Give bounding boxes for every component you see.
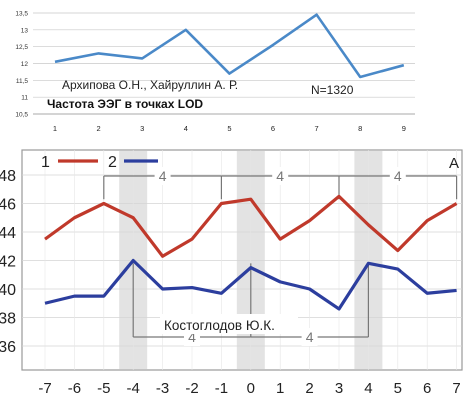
bottom-series-1-line [44, 194, 458, 258]
author-annotation-bottom-bg [160, 314, 298, 334]
author-annotation-bottom: Костоглодов Ю.К. [164, 318, 275, 333]
bottom-y-tick-label: 36 [0, 339, 16, 356]
top-series-line [54, 13, 405, 79]
top-x-tick-label: 5 [227, 124, 231, 133]
bottom-x-tick-label: -5 [97, 380, 110, 397]
bottom-x-tick-label: 1 [276, 380, 284, 397]
top-interval-label: 4 [276, 168, 284, 184]
top-x-tick-label: 6 [271, 124, 275, 133]
top-interval-label-bg [154, 167, 171, 185]
bottom-y-tick-label: 38 [0, 311, 16, 328]
top-interval-label-bg [272, 167, 289, 185]
top-y-tick-label: 12 [21, 61, 29, 68]
bottom-y-tick-label: 42 [0, 254, 16, 271]
bottom-x-tick-label: 7 [452, 380, 460, 397]
bottom-interval-label: 4 [188, 329, 196, 345]
bottom-x-tick-label: 5 [394, 380, 402, 397]
top-y-tick-label: 13 [21, 27, 29, 34]
bottom-x-tick-label: 3 [335, 380, 343, 397]
bottom-y-tick-label: 46 [0, 197, 16, 214]
top-x-tick-label: 7 [315, 124, 319, 133]
bottom-x-tick-label: -2 [185, 380, 198, 397]
top-x-tick-label: 8 [358, 124, 362, 133]
top-x-tick-label: 3 [140, 124, 144, 133]
top-y-tick-label: 11,5 [16, 78, 29, 85]
bottom-series-2-line [44, 258, 457, 311]
bottom-y-tick-label: 48 [0, 168, 16, 185]
bottom-x-tick-label: 2 [305, 380, 313, 397]
top-y-tick-label: 11 [21, 95, 28, 102]
top-x-tick-label: 9 [402, 124, 406, 133]
top-x-tick-label: 4 [184, 124, 188, 133]
bottom-x-tick-label: 6 [423, 380, 431, 397]
bottom-interval-label: 4 [306, 329, 314, 345]
bottom-interval-label-bg [301, 328, 318, 346]
top-y-tick-label: 10,5 [15, 112, 28, 119]
bottom-x-tick-label: -3 [156, 380, 169, 397]
bottom-x-tick-label: 4 [364, 380, 372, 397]
bottom-x-tick-label: -6 [68, 380, 81, 397]
top-interval-label-bg [389, 167, 406, 185]
legend-label-1: 1 [41, 154, 50, 171]
sample-size-annotation: N=1320 [311, 83, 354, 97]
bottom-x-tick-label: -1 [215, 380, 228, 397]
top-x-tick-label: 1 [53, 124, 57, 133]
legend-label-2: 2 [108, 154, 117, 171]
top-interval-label: 4 [159, 168, 167, 184]
top-y-tick-label: 13,5 [15, 11, 28, 18]
bottom-y-tick-label: 44 [0, 225, 16, 242]
top-x-tick-label: 2 [97, 124, 101, 133]
bottom-x-tick-label: 0 [247, 380, 255, 397]
eeg-label-annotation: Частота ЭЭГ в точках LOD [47, 97, 203, 111]
author-annotation-top: Архипова О.Н., Хайруллин А. Р. [62, 78, 238, 92]
bottom-y-tick-label: 40 [0, 282, 16, 299]
panel-letter-annotation: А [449, 155, 459, 172]
top-interval-label: 4 [394, 168, 402, 184]
top-y-tick-label: 12,5 [15, 44, 28, 51]
bottom-x-tick-label: -4 [127, 380, 140, 397]
bottom-x-tick-label: -7 [38, 380, 51, 397]
